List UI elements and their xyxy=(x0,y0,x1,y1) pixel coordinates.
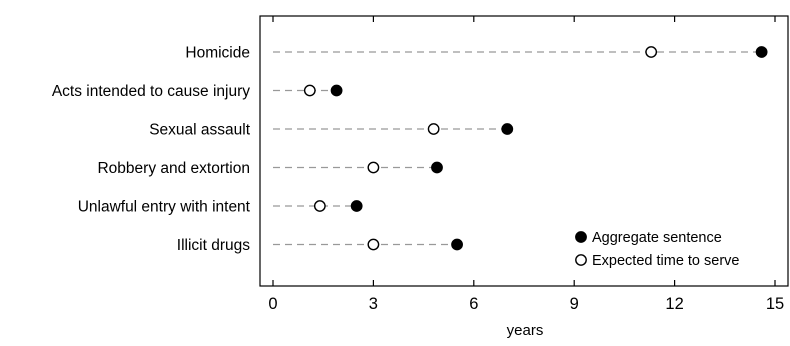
marker-aggregate-sentence-illicit-drugs xyxy=(451,238,463,251)
marker-expected-time-to-serve-acts-intended-to-cause-injury xyxy=(303,84,316,97)
marker-aggregate-sentence-homicide xyxy=(755,46,768,58)
category-label-unlawful-entry-with-intent: Unlawful entry with intent xyxy=(78,199,251,216)
plot-frame xyxy=(259,15,789,287)
x-tick-label-12: 12 xyxy=(665,295,683,313)
marker-expected-time-to-serve-homicide xyxy=(645,46,658,58)
category-label-illicit-drugs: Illicit drugs xyxy=(177,237,250,254)
category-labels: Homicide Acts intended to cause injury Sex… xyxy=(52,45,251,255)
marker-aggregate-sentence-sexual-assault xyxy=(501,123,514,135)
x-tick-label-0: 0 xyxy=(268,295,277,313)
x-axis-ticks: 0 3 6 9 12 15 xyxy=(268,16,784,313)
legend-label-expected-time-to-serve: Expected time to serve xyxy=(592,253,740,269)
marker-expected-time-to-serve-illicit-drugs xyxy=(367,238,380,251)
x-tick-label-3: 3 xyxy=(369,295,378,313)
category-label-sexual-assault: Sexual assault xyxy=(149,122,251,139)
x-tick-label-9: 9 xyxy=(570,295,579,313)
marker-expected-time-to-serve-sexual-assault xyxy=(427,123,440,135)
marker-aggregate-sentence-robbery-and-extortion xyxy=(431,161,443,174)
legend-label-aggregate-sentence: Aggregate sentence xyxy=(592,230,722,246)
legend-marker-aggregate-sentence xyxy=(575,231,587,243)
marker-aggregate-sentence-unlawful-entry-with-intent xyxy=(350,200,363,212)
category-label-robbery-and-extortion: Robbery and extortion xyxy=(97,160,250,177)
category-label-acts-intended-to-cause-injury: Acts intended to cause injury xyxy=(52,83,250,100)
data-markers xyxy=(303,46,768,251)
x-axis-title: years xyxy=(507,322,544,339)
marker-aggregate-sentence-acts-intended-to-cause-injury xyxy=(330,84,343,97)
connector-lines xyxy=(273,51,762,246)
marker-expected-time-to-serve-robbery-and-extortion xyxy=(367,161,380,174)
marker-expected-time-to-serve-unlawful-entry-with-intent xyxy=(313,200,326,212)
x-tick-label-15: 15 xyxy=(766,295,784,313)
legend: Aggregate sentence Expected time to serv… xyxy=(575,230,740,269)
legend-marker-expected-time-to-serve xyxy=(575,254,587,266)
category-label-homicide: Homicide xyxy=(185,45,250,62)
x-tick-label-6: 6 xyxy=(469,295,478,313)
